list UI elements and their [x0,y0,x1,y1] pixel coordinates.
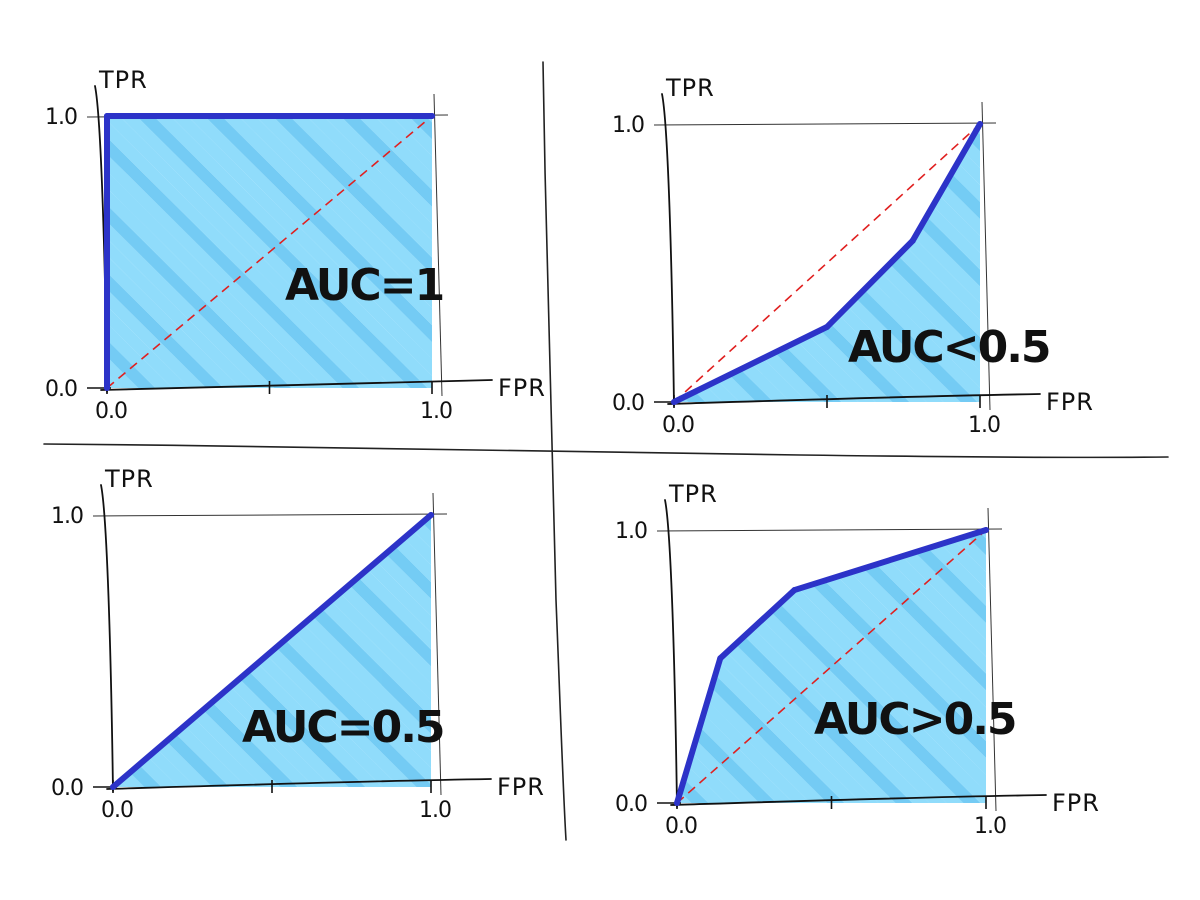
roc-point [428,512,434,518]
roc-point [674,800,680,806]
roc-point [429,113,435,119]
y-tick-label-max: 1.0 [45,105,77,130]
x-axis-label: FPR [1052,789,1100,817]
auc-annotation: AUC<0.5 [848,322,1050,373]
x-axis-label: FPR [1046,388,1094,416]
x-axis [667,393,1041,405]
chart-panel-top-right: TPR 1.0 0.0 0.0 1.0 FPR AUC<0.5 [612,74,1094,438]
x-tick-label-max: 1.0 [420,399,452,424]
frame-right [987,507,997,812]
y-axis-label: TPR [668,480,718,508]
roc-point [717,655,724,662]
x-tick-label-min: 0.0 [95,399,127,424]
y-tick-label-min: 0.0 [45,377,77,402]
y-tick-label-max: 1.0 [612,113,644,138]
y-axis [100,484,114,792]
x-tick-label-min: 0.0 [101,798,133,823]
frame-right [432,492,442,796]
roc-point [909,237,916,244]
y-tick-label-max: 1.0 [51,504,83,529]
horizontal-divider [43,443,1169,459]
random-classifier-diagonal [676,529,987,804]
roc-point [983,527,989,533]
y-axis-label: TPR [104,465,154,493]
roc-point [791,587,798,594]
chart-panel-bottom-left: TPR 1.0 0.0 0.0 1.0 FPR AUC=0.5 [51,465,545,823]
x-tick-label-min: 0.0 [662,413,694,438]
frame-right [433,93,443,397]
auc-annotation: AUC=0.5 [242,702,444,753]
roc-point [977,121,983,127]
frame-right [981,101,991,411]
frame-top [653,122,997,126]
auc-shaded-area [677,530,986,803]
roc-point [824,323,830,330]
x-tick-label-max: 1.0 [419,798,451,823]
auc-shaded-area [113,515,431,787]
y-axis [661,93,675,407]
frame-top [92,513,448,517]
x-tick-label-max: 1.0 [974,814,1006,839]
auc-shaded-area [107,116,432,388]
random-classifier-diagonal [673,123,981,403]
y-tick-label-min: 0.0 [612,391,644,416]
x-axis [100,379,493,391]
y-axis-label: TPR [98,66,148,94]
y-axis [664,499,678,808]
random-classifier-diagonal [106,115,433,389]
y-tick-label-max: 1.0 [615,519,647,544]
roc-point [104,113,110,119]
roc-point [671,399,677,405]
x-axis [670,794,1047,806]
x-axis-label: FPR [497,773,545,801]
roc-point [110,784,116,790]
y-axis-label: TPR [665,74,715,102]
vertical-divider [542,61,567,841]
chart-panel-bottom-right: TPR 1.0 0.0 0.0 1.0 FPR AUC>0.5 [615,480,1100,839]
roc-curve [110,512,434,790]
chart-panel-top-left: TPR 1.0 0.0 0.0 1.0 FPR AUC=1 [45,66,546,424]
x-tick-label-max: 1.0 [968,413,1000,438]
y-tick-label-min: 0.0 [51,776,83,801]
x-tick-label-min: 0.0 [665,814,697,839]
auc-shaded-area [674,124,980,402]
auc-annotation: AUC>0.5 [814,694,1016,745]
roc-curve [671,121,983,405]
x-axis-label: FPR [498,374,546,402]
roc-point [104,385,110,391]
y-tick-label-min: 0.0 [615,792,647,817]
frame-top [656,528,1003,532]
x-axis [106,778,492,790]
auc-annotation: AUC=1 [285,260,443,311]
roc-curve [674,527,989,806]
